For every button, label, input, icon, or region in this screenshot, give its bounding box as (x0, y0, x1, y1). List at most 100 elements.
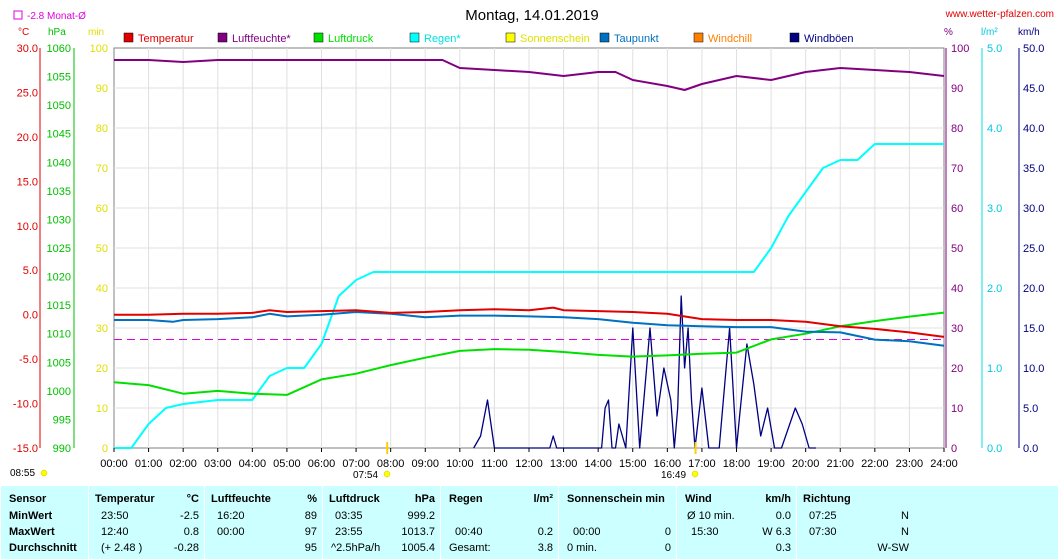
stats-col-temperature: Temperatur °C 23:50 -2.5 12:40 0.8 (+ 2.… (88, 486, 205, 559)
site-url: www.wetter-pfalzen.com (945, 9, 1054, 20)
wind-tick-label: 15.0 (1023, 323, 1044, 335)
header-press-unit: hPa (414, 493, 435, 505)
rain-tick-label: 3.0 (987, 203, 1002, 215)
rain-max-time: 00:40 (455, 526, 483, 538)
sun-total-label: 0 min. (567, 542, 597, 554)
pct-tick-label: 100 (951, 43, 969, 55)
hpa-tick-label: 990 (53, 443, 71, 455)
weather-chart: Montag, 14.01.2019 www.wetter-pfalzen.co… (10, 7, 1054, 481)
rain-tick-label: 0.0 (987, 443, 1002, 455)
sunrise-icon (383, 470, 391, 478)
header-hum-unit: % (307, 493, 317, 505)
statistics-table: Sensor MinWert MaxWert Durchschnitt Temp… (0, 486, 1058, 559)
legend-label: Windchill (708, 33, 752, 45)
dir-avg-value: W-SW (877, 542, 909, 554)
time-tick-label: 13:00 (550, 458, 578, 470)
min-tick-label: 50 (96, 243, 108, 255)
unit-min: min (88, 27, 104, 38)
hum-min-value: 89 (304, 510, 317, 522)
time-tick-label: 04:00 (239, 458, 267, 470)
monthly-avg-label: -2.8 Monat-Ø (27, 11, 86, 22)
hpa-tick-label: 1020 (47, 272, 71, 284)
pct-tick-label: 10 (951, 403, 963, 415)
legend-swatch (789, 32, 800, 43)
unit-celsius: °C (18, 27, 29, 38)
temp-tick-label: 10.0 (17, 221, 38, 233)
hpa-tick-label: 1050 (47, 100, 71, 112)
header-sun: Sonnenschein min (567, 493, 665, 505)
wind-tick-label: 40.0 (1023, 123, 1044, 135)
press-max-time: 23:55 (335, 526, 363, 538)
series-line-regen (114, 143, 944, 449)
min-tick-label: 20 (96, 363, 108, 375)
temp-max-time: 12:40 (101, 526, 129, 538)
wind-tick-label: 50.0 (1023, 43, 1044, 55)
wind-max-time: 15:30 (691, 526, 719, 538)
time-tick-label: 24:00 (930, 458, 958, 470)
press-max-value: 1013.7 (401, 526, 435, 538)
pct-tick-label: 20 (951, 363, 963, 375)
legend-swatch (217, 32, 228, 43)
temp-tick-label: -5.0 (19, 354, 38, 366)
temp-tick-label: 15.0 (17, 176, 38, 188)
legend-label: Sonnenschein (520, 33, 590, 45)
row-label-max: MaxWert (9, 526, 55, 538)
hpa-tick-label: 1015 (47, 300, 71, 312)
header-press: Luftdruck (329, 493, 380, 505)
wind-tick-label: 25.0 (1023, 243, 1044, 255)
time-tick-label: 02:00 (169, 458, 197, 470)
time-tick-label: 23:00 (896, 458, 924, 470)
hpa-tick-label: 1030 (47, 214, 71, 226)
header-wind-unit: km/h (765, 493, 791, 505)
time-tick-label: 18:00 (723, 458, 751, 470)
legend: Temperatur Luftfeuchte* Luftdruck Regen* Son… (123, 32, 854, 45)
unit-percent: % (944, 27, 953, 38)
min-tick-label: 80 (96, 123, 108, 135)
time-tick-label: 21:00 (826, 458, 854, 470)
wind-tick-label: 35.0 (1023, 163, 1044, 175)
wind-tick-label: 10.0 (1023, 363, 1044, 375)
time-tick-label: 20:00 (792, 458, 820, 470)
rain-max-value: 0.2 (537, 526, 553, 538)
monthly-avg-marker-icon (13, 10, 23, 20)
time-tick-label: 17:00 (688, 458, 716, 470)
wind-tick-label: 0.0 (1023, 443, 1038, 455)
time-tick-label: 05:00 (273, 458, 301, 470)
header-temp-unit: °C (186, 493, 199, 505)
sun-total-value: 0 (664, 542, 671, 554)
stats-col-humidity: Luftfeuchte % 16:20 89 00:00 97 95 (204, 486, 323, 559)
wind-max-value: W 6.3 (762, 526, 791, 538)
min-tick-label: 100 (90, 43, 108, 55)
temp-max-value: 0.8 (183, 526, 199, 538)
hum-max-value: 97 (304, 526, 317, 538)
wind-tick-label: 5.0 (1023, 403, 1038, 415)
rain-tick-label: 4.0 (987, 123, 1002, 135)
legend-swatch (505, 32, 516, 43)
legend-swatch (693, 32, 704, 43)
min-tick-label: 0 (102, 443, 108, 455)
chart-title: Montag, 14.01.2019 (465, 7, 598, 24)
header-dir: Richtung (803, 493, 851, 505)
min-tick-label: 10 (96, 403, 108, 415)
rain-tick-label: 5.0 (987, 43, 1002, 55)
pct-tick-label: 70 (951, 163, 963, 175)
time-tick-label: 12:00 (515, 458, 543, 470)
legend-swatch (599, 32, 610, 43)
hum-min-time: 16:20 (217, 510, 245, 522)
time-tick-label: 07:00 (342, 458, 370, 470)
temp-avg-delta: (+ 2.48 ) (101, 542, 143, 554)
header-sensor: Sensor (9, 493, 47, 505)
stats-col-rain: Regen l/m² 00:40 0.2 Gesamt: 3.8 (440, 486, 559, 559)
hpa-tick-label: 1010 (47, 329, 71, 341)
legend-label: Temperatur (138, 33, 194, 45)
hpa-tick-label: 1060 (47, 43, 71, 55)
pct-tick-label: 30 (951, 323, 963, 335)
header-hum: Luftfeuchte (211, 493, 271, 505)
header-rain-unit: l/m² (533, 493, 553, 505)
stats-col-sensor: Sensor MinWert MaxWert Durchschnitt (0, 486, 89, 559)
sun-max-time: 00:00 (573, 526, 601, 538)
header-wind: Wind (685, 493, 712, 505)
series-line-windböen (473, 295, 816, 449)
pct-tick-label: 0 (951, 443, 957, 455)
temp-avg-value: -0.28 (173, 542, 199, 554)
